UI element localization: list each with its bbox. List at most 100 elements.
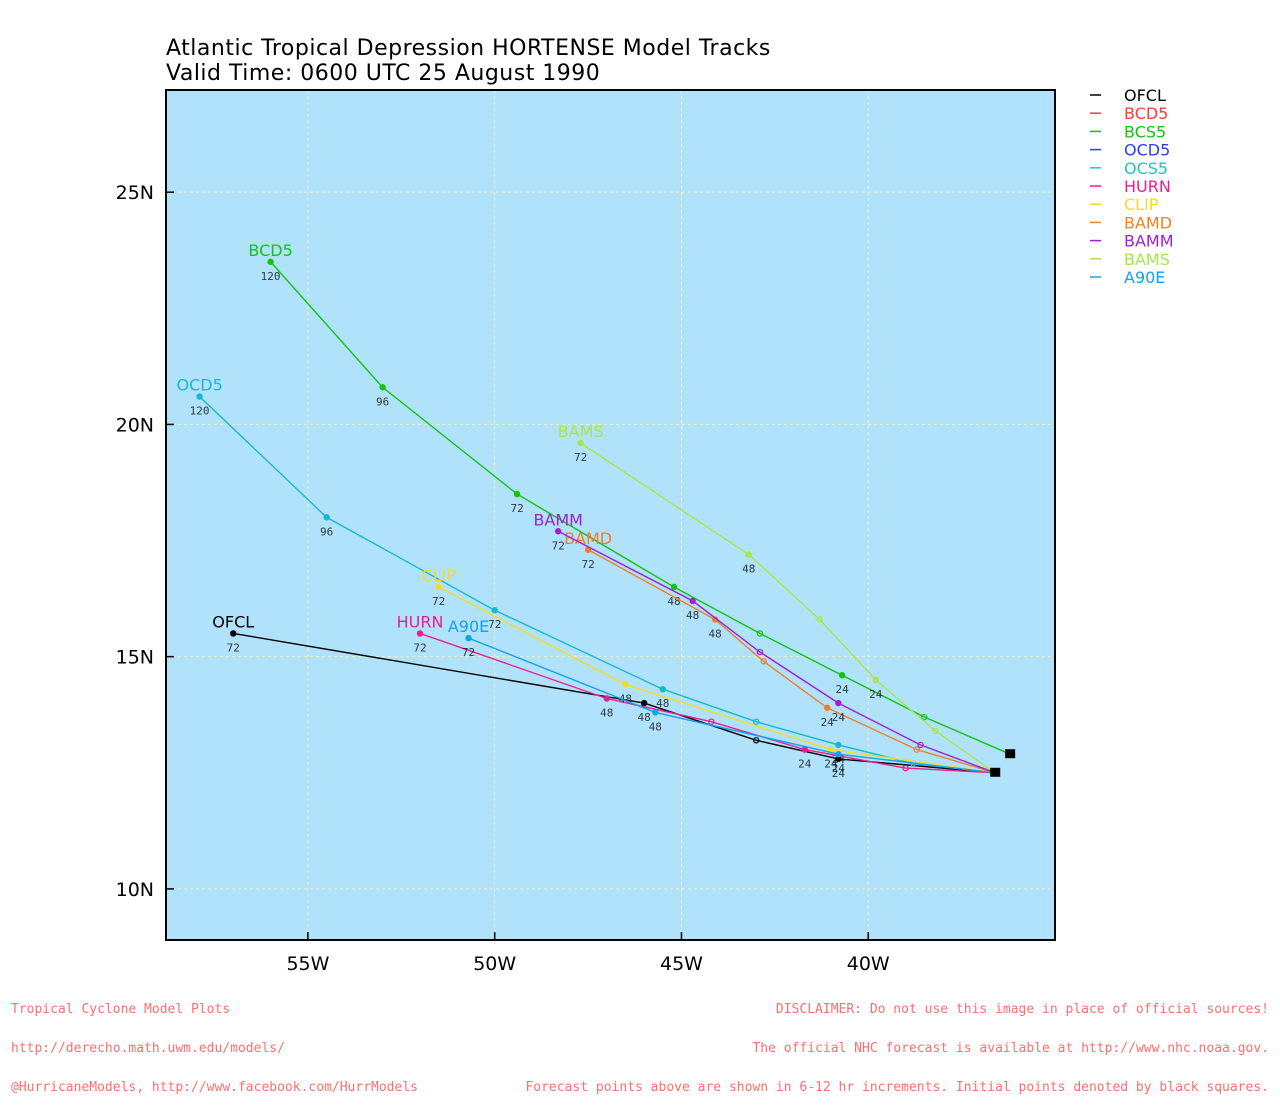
model-track: 24 48 72 A90E <box>448 617 996 775</box>
track-name-label: A90E <box>448 617 489 636</box>
forecast-point <box>752 737 760 744</box>
track-line <box>199 396 996 774</box>
forecast-hour-label: 48 <box>649 720 662 733</box>
forecast-hour-label: 96 <box>376 395 389 408</box>
forecast-hour-label: 72 <box>581 558 594 571</box>
forecast-hour-label: 48 <box>742 562 755 575</box>
map-frame <box>165 89 1056 941</box>
lat-lon-grid <box>166 90 1055 940</box>
footer-disclaimer: DISCLAIMER: Do not use this image in pla… <box>525 977 1269 1107</box>
forecast-point <box>416 630 424 637</box>
forecast-point <box>801 746 808 753</box>
legend-item: OCS5 <box>1090 159 1168 178</box>
forecast-point <box>622 681 629 688</box>
forecast-hour-label: 48 <box>637 711 650 724</box>
forecast-hour-label: 72 <box>462 646 475 659</box>
lat-tick-label: 15N <box>116 647 154 669</box>
forecast-point <box>555 528 562 535</box>
model-track: 24 48 72 OFCL <box>212 612 996 780</box>
forecast-point <box>921 713 928 721</box>
forecast-hour-label: 24 <box>832 711 846 724</box>
legend-item: HURN <box>1090 177 1171 196</box>
forecast-point <box>659 685 666 693</box>
legend-label: BAMS <box>1124 250 1170 269</box>
lat-tick-label: 25N <box>116 182 154 204</box>
track-line <box>438 586 996 774</box>
forecast-point <box>752 718 760 725</box>
forecast-point <box>872 676 879 684</box>
forecast-hour-label: 48 <box>656 697 669 710</box>
legend-label: BAMD <box>1124 213 1172 232</box>
legend-label: A90E <box>1124 268 1165 287</box>
forecast-point <box>902 764 909 772</box>
track-name-label: BAMM <box>533 510 583 529</box>
forecast-hour-label: 24 <box>832 762 846 775</box>
track-name-label: HURN <box>397 612 444 631</box>
forecast-hour-label: 48 <box>686 609 699 622</box>
initial-points <box>990 749 1016 777</box>
track-line <box>233 632 996 774</box>
forecast-point <box>491 607 498 614</box>
legend-label: BCS5 <box>1124 122 1166 141</box>
forecast-point <box>835 741 842 749</box>
model-legend: OFCLBCD5BCS5OCD5OCS5HURNCLIPBAMDBAMMBAMS… <box>1090 86 1174 287</box>
forecast-point <box>932 727 939 735</box>
model-tracks: 24 48 72 OFCL 24 48 72 96 120 BCD5 24 48 72 96 120 OCD5… <box>176 241 1011 780</box>
forecast-hour-label: 24 <box>798 758 812 771</box>
legend-label: BAMM <box>1124 232 1174 251</box>
disclaimer-line: Forecast points above are shown in 6-12 … <box>525 1080 1269 1095</box>
model-track: 24 48 72 BAMM <box>533 510 996 774</box>
track-line <box>587 549 996 774</box>
legend-label: BCD5 <box>1124 104 1168 123</box>
forecast-hour-label: 120 <box>261 270 281 283</box>
track-map-figure: 24 48 72 OFCL 24 48 72 96 120 BCD5 24 48 72 96 120 OCD5… <box>116 86 1174 975</box>
forecast-hour-label: 72 <box>510 502 523 515</box>
forecast-point <box>230 630 237 637</box>
forecast-hour-label: 24 <box>832 767 846 780</box>
legend-item: OFCL <box>1090 86 1166 105</box>
forecast-point <box>640 699 648 707</box>
initial-point-square <box>1005 749 1016 759</box>
forecast-point <box>465 634 472 642</box>
forecast-hour-label: 72 <box>432 595 445 608</box>
legend-label: OCS5 <box>1124 159 1168 178</box>
lon-tick-label: 45W <box>660 953 703 975</box>
legend-item: BCD5 <box>1090 104 1168 123</box>
forecast-hour-label: 24 <box>835 683 849 696</box>
footer-credits: Tropical Cyclone Model Plots http://dere… <box>11 977 418 1107</box>
disclaimer-line: DISCLAIMER: Do not use this image in pla… <box>775 1002 1269 1017</box>
legend-item: BAMD <box>1090 213 1172 232</box>
forecast-hour-label: 72 <box>574 451 587 464</box>
legend-item: BCS5 <box>1090 122 1166 141</box>
forecast-point <box>823 704 831 711</box>
forecast-hour-label: 72 <box>227 641 240 654</box>
forecast-point <box>838 672 846 679</box>
forecast-point <box>323 514 330 521</box>
lon-tick-label: 50W <box>473 953 516 975</box>
forecast-point <box>917 741 924 749</box>
legend-item: BAMS <box>1090 250 1170 269</box>
forecast-point <box>577 439 584 447</box>
track-name-label: OCD5 <box>176 376 222 395</box>
forecast-point <box>816 616 823 623</box>
ocean-background <box>166 90 1055 940</box>
track-name-label: BAMD <box>564 529 612 548</box>
forecast-point <box>760 658 767 665</box>
lon-tick-label: 40W <box>847 953 890 975</box>
legend-label: OFCL <box>1124 86 1166 105</box>
forecast-point <box>267 258 274 266</box>
legend-item: A90E <box>1090 268 1165 287</box>
forecast-point <box>689 597 696 605</box>
valid-time-subtitle: Valid Time: 0600 UTC 25 August 1990 <box>166 61 601 86</box>
legend-item: BAMM <box>1090 232 1174 251</box>
legend-label: OCD5 <box>1124 141 1170 160</box>
chart-title: Atlantic Tropical Depression HORTENSE Mo… <box>166 36 771 61</box>
legend-label: CLIP <box>1124 195 1159 214</box>
forecast-point <box>603 695 610 702</box>
forecast-hour-label: 48 <box>708 628 721 641</box>
forecast-hour-label: 96 <box>320 525 333 538</box>
model-track: 24 48 72 BAMS <box>558 422 996 774</box>
legend-item: OCD5 <box>1090 141 1170 160</box>
forecast-point <box>379 384 386 391</box>
track-name-label: CLIP <box>421 566 456 585</box>
